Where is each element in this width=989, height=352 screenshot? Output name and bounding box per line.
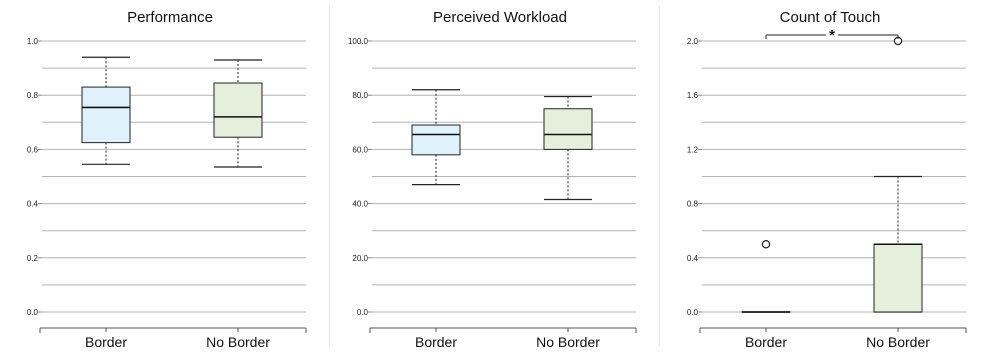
x-tick-label: Border <box>415 334 457 350</box>
touch-count-panel: Count of Touch 0.0 0.4 0.8 1.2 1.6 2.0 Border No… <box>660 0 989 352</box>
y-tick-label: 1.2 <box>687 145 699 154</box>
iqr-box <box>81 86 131 144</box>
x-tick-label: Border <box>745 334 787 350</box>
y-tick-label: 80.0 <box>352 91 368 100</box>
workload-chart: Perceived Workload 0.0 20.0 40.0 60.0 80.0 100… <box>348 9 637 350</box>
box-border <box>411 89 461 186</box>
panel-divider <box>659 6 660 346</box>
x-tick-label: No Border <box>866 334 930 350</box>
y-tick-label: 40.0 <box>352 200 368 209</box>
iqr-box <box>411 124 461 156</box>
y-tick-label: 0.8 <box>27 91 39 100</box>
y-tick-label: 2.0 <box>687 37 699 46</box>
y-tick-label: 0.6 <box>27 145 39 154</box>
x-tick-label: No Border <box>536 334 600 350</box>
significance-marker: * <box>829 27 835 44</box>
performance-chart: Performance 0.0 0.2 0.4 0.6 0.8 1.0 Border No Bo… <box>27 9 307 350</box>
y-tick-label: 0.0 <box>27 308 39 317</box>
y-tick-label: 0.4 <box>687 254 699 263</box>
y-tick-label: 60.0 <box>352 145 368 154</box>
y-tick-label: 1.6 <box>687 91 699 100</box>
y-tick-label: 100.0 <box>348 37 369 46</box>
y-tick-label: 0.4 <box>27 200 39 209</box>
panel-divider <box>329 6 330 346</box>
box-no-border <box>213 59 263 168</box>
chart-title: Perceived Workload <box>433 9 567 26</box>
iqr-box <box>213 82 263 138</box>
box-border <box>81 56 131 165</box>
outlier-point <box>761 240 771 249</box>
x-tick-label: Border <box>85 334 127 350</box>
workload-panel: Perceived Workload 0.0 20.0 40.0 60.0 80.0 100… <box>330 0 660 352</box>
box-border <box>741 240 791 313</box>
performance-panel: Performance 0.0 0.2 0.4 0.6 0.8 1.0 Border No Bo… <box>0 0 330 352</box>
iqr-box <box>873 243 923 313</box>
y-tick-label: 0.8 <box>687 200 699 209</box>
significance-bracket: * <box>765 27 899 44</box>
y-tick-label: 20.0 <box>352 254 368 263</box>
y-tick-label: 0.0 <box>687 308 699 317</box>
box-no-border <box>543 95 593 201</box>
y-tick-label: 0.2 <box>27 254 39 263</box>
x-tick-label: No Border <box>206 334 270 350</box>
y-tick-label: 1.0 <box>27 37 39 46</box>
chart-title: Performance <box>127 9 213 26</box>
box-no-border <box>873 36 923 313</box>
touch-count-chart: Count of Touch 0.0 0.4 0.8 1.2 1.6 2.0 Border No… <box>687 9 967 350</box>
y-tick-label: 0.0 <box>357 308 369 317</box>
bracket-mask <box>826 29 838 39</box>
iqr-box <box>543 108 593 150</box>
chart-title: Count of Touch <box>780 9 881 26</box>
